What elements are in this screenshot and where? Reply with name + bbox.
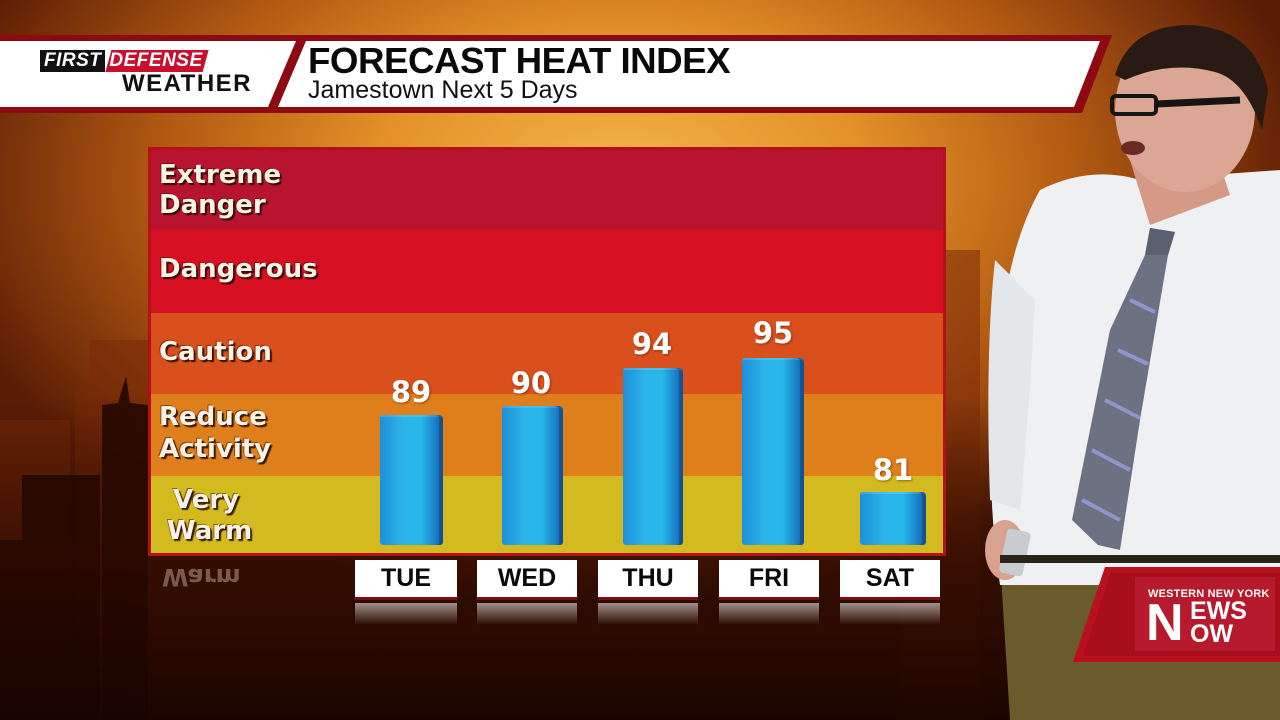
band-extreme-danger: Extreme Danger — [151, 150, 943, 230]
bar-value-wed: 90 — [510, 366, 552, 400]
chart-subtitle: Jamestown Next 5 Days — [308, 76, 578, 104]
logo-defense: DEFENSE — [105, 50, 208, 72]
bar-tue — [380, 415, 443, 545]
band-label-caution: Caution — [159, 337, 272, 367]
band-dangerous: Dangerous — [151, 230, 943, 313]
day-reflection — [719, 603, 819, 625]
bar-wed — [502, 406, 563, 545]
day-reflection — [840, 603, 940, 625]
logo-weather: WEATHER — [121, 70, 252, 97]
bar-value-fri: 95 — [752, 316, 794, 350]
station-letters-ews: EWS — [1190, 597, 1247, 625]
bar-value-thu: 94 — [631, 327, 673, 361]
band-label-extreme: Extreme — [159, 160, 282, 190]
day-reflection — [477, 603, 577, 625]
day-label-tue: TUE — [355, 560, 457, 600]
heat-index-chart: Extreme Danger Dangerous Caution Reduce … — [148, 147, 946, 556]
day-label-sat: SAT — [840, 560, 940, 600]
band-label-danger: Danger — [159, 190, 266, 220]
band-label-warm: Warm — [167, 516, 253, 546]
day-label-wed: WED — [477, 560, 577, 600]
band-caution: Caution — [151, 313, 943, 394]
bar-value-tue: 89 — [390, 375, 432, 409]
first-defense-weather-logo: FIRST DEFENSE WEATHER — [40, 50, 260, 96]
band-label-activity: Activity — [159, 434, 272, 464]
day-label-thu: THU — [598, 560, 698, 600]
day-reflection — [598, 603, 698, 625]
logo-first: FIRST — [40, 50, 106, 72]
bar-sat — [860, 492, 926, 545]
station-logo-frame — [1073, 567, 1280, 662]
banner-frame — [0, 35, 1112, 113]
day-reflection — [355, 603, 457, 625]
station-letters-ow: OW — [1190, 620, 1234, 648]
bar-value-sat: 81 — [872, 453, 914, 487]
band-label-reduce: Reduce — [159, 402, 267, 432]
header-banner — [0, 35, 1112, 113]
band-label-dangerous: Dangerous — [159, 254, 318, 284]
reflection-label: Warm — [162, 563, 241, 591]
band-label-very: Very — [173, 485, 240, 515]
day-label-fri: FRI — [719, 560, 819, 600]
bar-fri — [742, 358, 804, 545]
chart-title: FORECAST HEAT INDEX — [308, 40, 731, 81]
weather-presenter — [985, 25, 1280, 720]
station-letter-n: N — [1146, 594, 1184, 652]
station-name-top: WESTERN NEW YORK — [1148, 588, 1270, 600]
bar-thu — [623, 368, 683, 545]
